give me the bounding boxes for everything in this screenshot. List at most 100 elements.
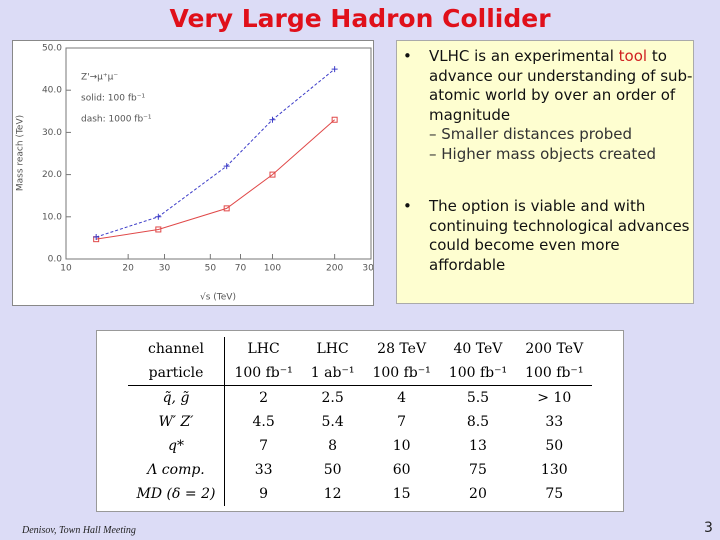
table-cell: particle — [127, 361, 226, 386]
y-axis-label: Mass reach (TeV) — [16, 115, 26, 191]
point — [223, 205, 230, 212]
table-cell: 100 fb⁻¹ — [516, 361, 593, 386]
point — [331, 116, 338, 123]
table-cell: 33 — [254, 462, 273, 478]
bullet: • VLHC is an experimental tool to advanc… — [403, 47, 693, 164]
point — [223, 163, 230, 170]
bullet-text: The option is viable and with continuing… — [429, 197, 690, 274]
sub-bullet: – Higher mass objects created — [429, 144, 657, 163]
footer: Denisov, Town Hall Meeting — [22, 525, 136, 536]
table-cell: 5.5 — [466, 390, 490, 406]
sub-bullet-text: Higher mass objects created — [441, 144, 657, 163]
table-cell: 4.5 — [252, 414, 275, 430]
table-cell: q̃, g̃ — [127, 385, 226, 410]
x-tick-label: 70 — [235, 264, 247, 274]
table-cell: 9 — [259, 486, 269, 502]
x-tick-label: 30 — [159, 264, 171, 274]
table-cell: 28 TeV — [377, 341, 427, 357]
x-axis-label: √s (TeV) — [200, 292, 236, 303]
point — [155, 226, 162, 233]
table-cell: LHC — [247, 341, 280, 357]
point — [269, 171, 276, 178]
sub-bullet-text: Smaller distances probed — [441, 125, 633, 143]
chart: 0.0 10.0 20.0 30.0 40.0 50.0 10 20 30 50 70 100 200 3… — [16, 44, 380, 303]
x-tick-label: 100 — [264, 264, 281, 274]
y-tick-label: 50.0 — [42, 44, 62, 54]
table-cell: Λ comp. — [127, 458, 226, 482]
table-cell: 10 — [392, 438, 411, 454]
annotation: dash: 1000 fb⁻¹ — [81, 115, 152, 125]
table-row: particle 100 fb⁻¹ 1 ab⁻¹ 100 fb⁻¹ 100 fb⁻¹ 10… — [127, 361, 593, 386]
table-row: channel LHC LHC 28 TeV 40 TeV 200 TeV — [127, 337, 593, 361]
bullet-dot: • — [403, 47, 412, 65]
table-cell: 33 — [545, 414, 564, 430]
table-cell: 15 — [392, 486, 411, 502]
table-cell: 50 — [545, 438, 564, 454]
table-cell: 1 ab⁻¹ — [301, 361, 364, 386]
table-row: MD (δ = 2) 9 12 15 20 75 — [127, 482, 593, 506]
table-cell: 5.4 — [321, 414, 344, 430]
x-tick-label: 20 — [122, 264, 134, 274]
chart-panel: 0.0 10.0 20.0 30.0 40.0 50.0 10 20 30 50 70 100 200 3… — [12, 40, 380, 306]
y-tick-label: 0.0 — [48, 255, 63, 265]
series-line — [96, 119, 335, 240]
y-tick-label: 40.0 — [42, 86, 62, 96]
table-cell: 4 — [397, 390, 407, 406]
page-number: 3 — [704, 520, 713, 536]
sub-bullet: – Smaller distances probed — [429, 125, 633, 143]
slide-title: Very Large Hadron Collider — [169, 4, 551, 33]
bullet-text: to advance our understanding of sub-atom… — [429, 47, 693, 124]
bullet: • The option is viable and with continui… — [403, 197, 693, 275]
table-cell: 130 — [540, 462, 568, 478]
annotation: solid: 100 fb⁻¹ — [81, 94, 145, 104]
table-cell: 40 TeV — [453, 341, 503, 357]
table: channel LHC LHC 28 TeV 40 TeV 200 TeV particle… — [127, 337, 593, 506]
table-cell: 2 — [259, 390, 269, 406]
x-tick-label: 300 — [362, 264, 373, 274]
table-cell: channel — [127, 337, 226, 361]
table-cell: 75 — [545, 486, 564, 502]
y-tick-label: 20.0 — [42, 170, 62, 180]
table-cell: 100 fb⁻¹ — [363, 361, 440, 386]
annotation: Z'→μ⁺μ⁻ — [81, 73, 118, 83]
table-cell: LHC — [316, 341, 349, 357]
x-tick-label: 50 — [205, 264, 217, 274]
table-cell: 7 — [397, 414, 407, 430]
x-tick-label: 200 — [326, 264, 343, 274]
table-cell: 50 — [323, 462, 342, 478]
table-cell: 200 TeV — [525, 341, 584, 357]
table-cell: 75 — [469, 462, 487, 478]
table-row: q* 7 8 10 13 50 — [127, 434, 593, 458]
y-tick-label: 30.0 — [42, 128, 62, 138]
highlight: tool — [618, 47, 648, 65]
table-cell: 8 — [328, 438, 338, 454]
point — [93, 234, 100, 241]
table-cell: 12 — [323, 486, 342, 502]
point — [331, 66, 338, 73]
table-cell: 100 fb⁻¹ — [439, 361, 517, 386]
table-cell: W′ Z′ — [127, 410, 226, 434]
plot-frame — [65, 47, 372, 260]
table-cell: q* — [127, 434, 226, 458]
table-panel: channel LHC LHC 28 TeV 40 TeV 200 TeV particle… — [96, 330, 624, 512]
point — [155, 213, 162, 220]
table-cell: MD (δ = 2) — [127, 482, 226, 506]
text-panel: • VLHC is an experimental tool to advanc… — [396, 40, 694, 304]
table-cell: 2.5 — [321, 390, 344, 406]
table-cell: 20 — [469, 486, 487, 502]
table-cell: 8.5 — [466, 414, 490, 430]
point — [269, 116, 276, 123]
table-cell: 13 — [469, 438, 487, 454]
table-cell: > 10 — [537, 390, 572, 406]
table-cell: 100 fb⁻¹ — [224, 361, 302, 386]
bullet-text: VLHC is an experimental — [429, 47, 619, 65]
x-tick-label: 10 — [60, 264, 72, 274]
table-cell: 60 — [392, 462, 411, 478]
table-row: W′ Z′ 4.5 5.4 7 8.5 33 — [127, 410, 593, 434]
table-cell: 7 — [259, 438, 269, 454]
bullet-dot: • — [403, 197, 412, 215]
table-row: q̃, g̃ 2 2.5 4 5.5 > 10 — [127, 385, 593, 410]
table-row: Λ comp. 33 50 60 75 130 — [127, 458, 593, 482]
y-tick-label: 10.0 — [42, 212, 62, 222]
